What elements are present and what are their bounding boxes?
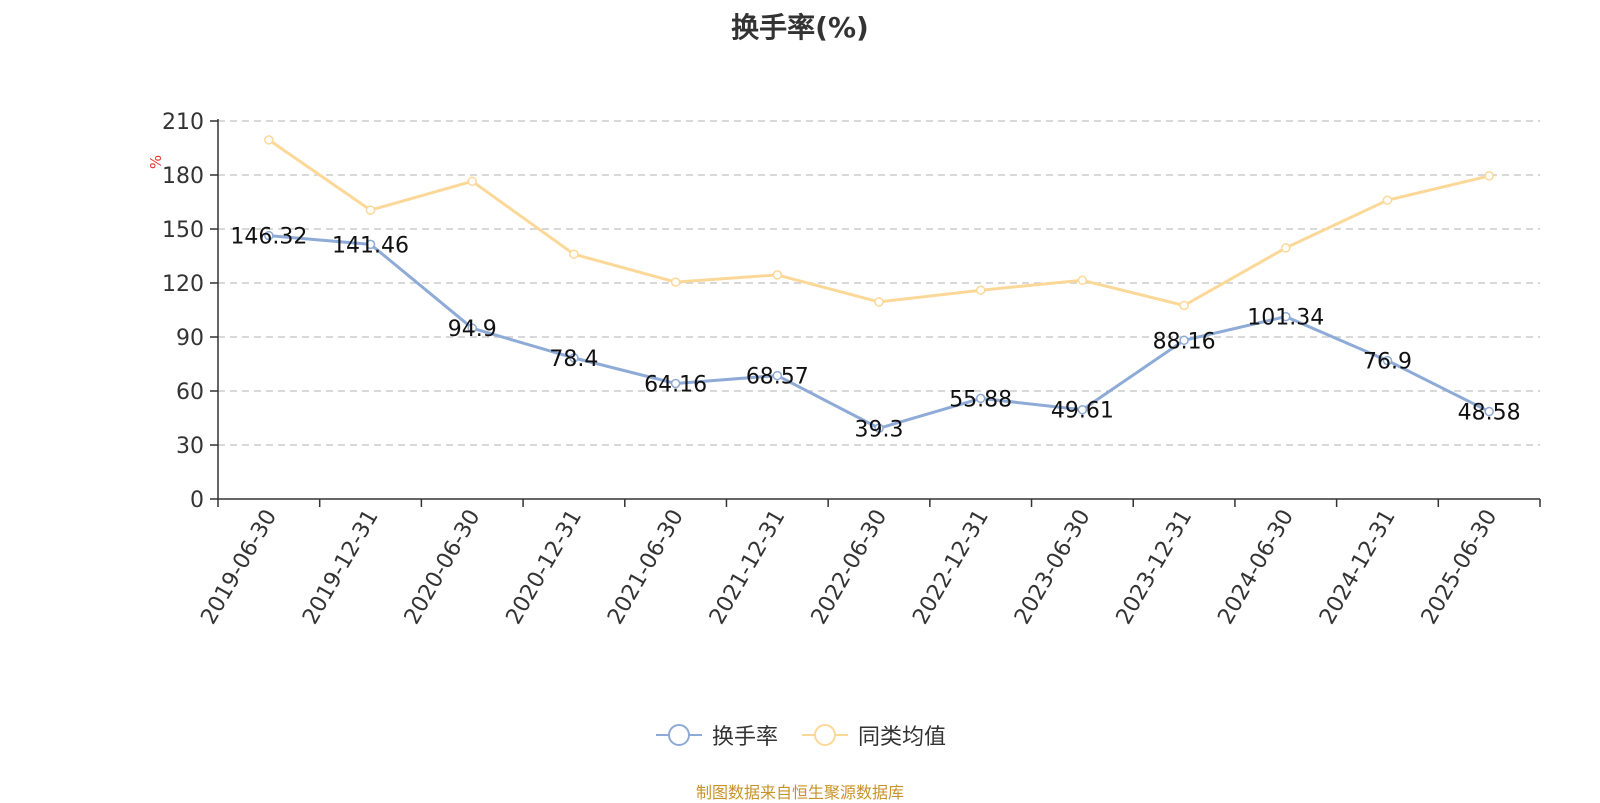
data-point-turnover (1077, 404, 1088, 415)
x-tick-label: 2019-06-30 (196, 506, 282, 629)
legend-swatch-peer-average (802, 724, 848, 746)
legend-item-turnover[interactable]: 换手率 (654, 719, 778, 751)
data-point-turnover (467, 323, 477, 333)
data-point-peer-average (467, 176, 477, 187)
data-label: 78.4 (549, 347, 598, 372)
data-point-turnover (670, 378, 681, 389)
y-tick-label: 180 (162, 164, 204, 189)
legend-label-turnover: 换手率 (711, 725, 778, 750)
y-tick-label: 210 (162, 110, 204, 135)
chart-title: 换手率(%) (731, 11, 869, 44)
data-label: 76.9 (1363, 350, 1412, 375)
x-tick-label: 2023-06-30 (1010, 506, 1096, 629)
data-point-peer-average (874, 297, 884, 307)
data-point-peer-average (1484, 171, 1494, 181)
y-tick-label: 120 (162, 272, 204, 297)
x-tick-label: 2024-06-30 (1213, 506, 1299, 629)
data-point-peer-average (569, 249, 579, 259)
data-point-turnover (365, 239, 376, 250)
x-tick-label: 2022-06-30 (807, 506, 893, 629)
data-point-turnover (264, 230, 274, 241)
data-point-turnover (975, 393, 986, 404)
data-point-peer-average (1382, 195, 1393, 205)
data-point-turnover (1281, 311, 1291, 322)
data-label: 48.58 (1458, 401, 1521, 426)
data-point-peer-average (1077, 275, 1088, 286)
data-point-peer-average (1281, 243, 1291, 253)
data-label: 49.61 (1051, 399, 1114, 424)
data-point-turnover (569, 353, 579, 363)
x-tick-label: 2020-12-31 (502, 506, 588, 629)
x-tick-label: 2024-12-31 (1315, 506, 1401, 629)
x-tick-label: 2022-12-31 (908, 506, 994, 629)
data-label: 55.88 (949, 387, 1012, 412)
x-tick-label: 2025-06-30 (1417, 506, 1503, 629)
data-point-peer-average (772, 270, 783, 280)
y-tick-label: 90 (176, 326, 204, 351)
data-point-peer-average (1179, 300, 1189, 311)
data-label: 39.3 (855, 417, 904, 442)
series-line-peer-average (267, 138, 1490, 307)
data-label: 101.34 (1247, 306, 1324, 331)
data-label: 141.46 (332, 233, 409, 258)
y-tick-label: 30 (176, 434, 204, 459)
source-note: 制图数据来自恒生聚源数据库 (695, 783, 904, 802)
data-point-peer-average (264, 135, 274, 145)
data-label: 64.16 (644, 373, 707, 398)
data-point-turnover (1382, 355, 1393, 366)
x-tick-label: 2020-06-30 (400, 506, 486, 629)
data-labels: 146.32 141.46 94.9 78.4 64.16 68.57 39.3 55.88 4… (230, 225, 1520, 443)
data-point-turnover (874, 423, 884, 434)
data-label: 94.9 (448, 317, 497, 342)
data-point-peer-average (670, 277, 681, 287)
data-label: 88.16 (1153, 329, 1216, 354)
x-tick-label: 2019-12-31 (298, 506, 384, 629)
data-label: 146.32 (230, 225, 307, 250)
data-point-turnover (772, 370, 783, 381)
x-tick-label: 2021-06-30 (603, 506, 689, 629)
data-point-peer-average (975, 285, 986, 295)
legend: 换手率 同类均值 (0, 719, 1600, 751)
x-tick-label: 2023-12-31 (1112, 506, 1198, 629)
y-tick-label: 60 (176, 380, 204, 405)
grid-lines (218, 120, 1540, 446)
y-axis-label: % (147, 155, 165, 169)
axes: 0 30 60 90 120 150 180 210% 2019-06-30 2019-12-31… (147, 110, 1541, 629)
data-point-turnover (1179, 335, 1189, 346)
y-tick-label: 0 (190, 488, 204, 513)
legend-item-peer-average[interactable]: 同类均值 (800, 719, 946, 751)
y-tick-label: 150 (162, 218, 204, 243)
legend-swatch-turnover (655, 724, 702, 746)
series-lines (264, 135, 1494, 434)
x-tick-label: 2021-12-31 (705, 506, 791, 629)
legend-label-peer-average: 同类均值 (858, 725, 947, 750)
data-point-peer-average (365, 205, 376, 215)
data-label: 68.57 (746, 365, 809, 390)
data-point-turnover (1484, 406, 1494, 417)
